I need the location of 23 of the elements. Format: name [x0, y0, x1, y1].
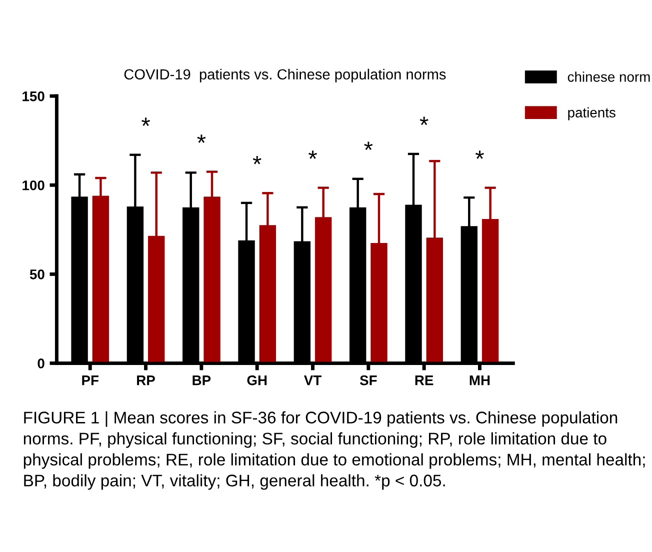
annotation: *	[420, 116, 428, 126]
annotation: *	[364, 142, 373, 150]
x-tick-label: PF	[82, 376, 98, 386]
y-tick-label: 100	[22, 180, 44, 190]
annotation: *	[308, 150, 317, 159]
legend-label: patients	[568, 107, 616, 120]
annotation: *	[142, 118, 150, 126]
x-tick-label: VT	[304, 376, 322, 386]
y-tick-label: 50	[30, 269, 44, 280]
y-tick-label: 0	[38, 358, 44, 368]
annotation: *	[197, 134, 206, 143]
annotation: *	[476, 150, 484, 159]
caption: FIGURE 1 | Mean scores in SF-36 for COVID-19 patients vs. Chinese population norms. PF, physical functioning; SF, social functioning; RP, role limitation due to physical problems; RE, role limitation due to emotional problems; MH, mental health; BP, bodily pain; VT, vitality; GH, general health. *p < 0.05.	[24, 411, 645, 490]
x-tick-label: BP	[192, 376, 211, 386]
legend-label: chinese norm	[568, 72, 650, 82]
x-tick-label: RE	[415, 376, 434, 386]
chart-title: COVID-19 patients vs. Chinese population norms	[124, 68, 446, 82]
x-tick-label: MH	[470, 376, 490, 386]
y-tick-label: 150	[22, 91, 44, 102]
x-tick-label: GH	[247, 375, 267, 386]
x-tick-label: RP	[137, 376, 155, 386]
x-tick-label: SF	[360, 375, 377, 386]
annotation: *	[252, 156, 262, 164]
